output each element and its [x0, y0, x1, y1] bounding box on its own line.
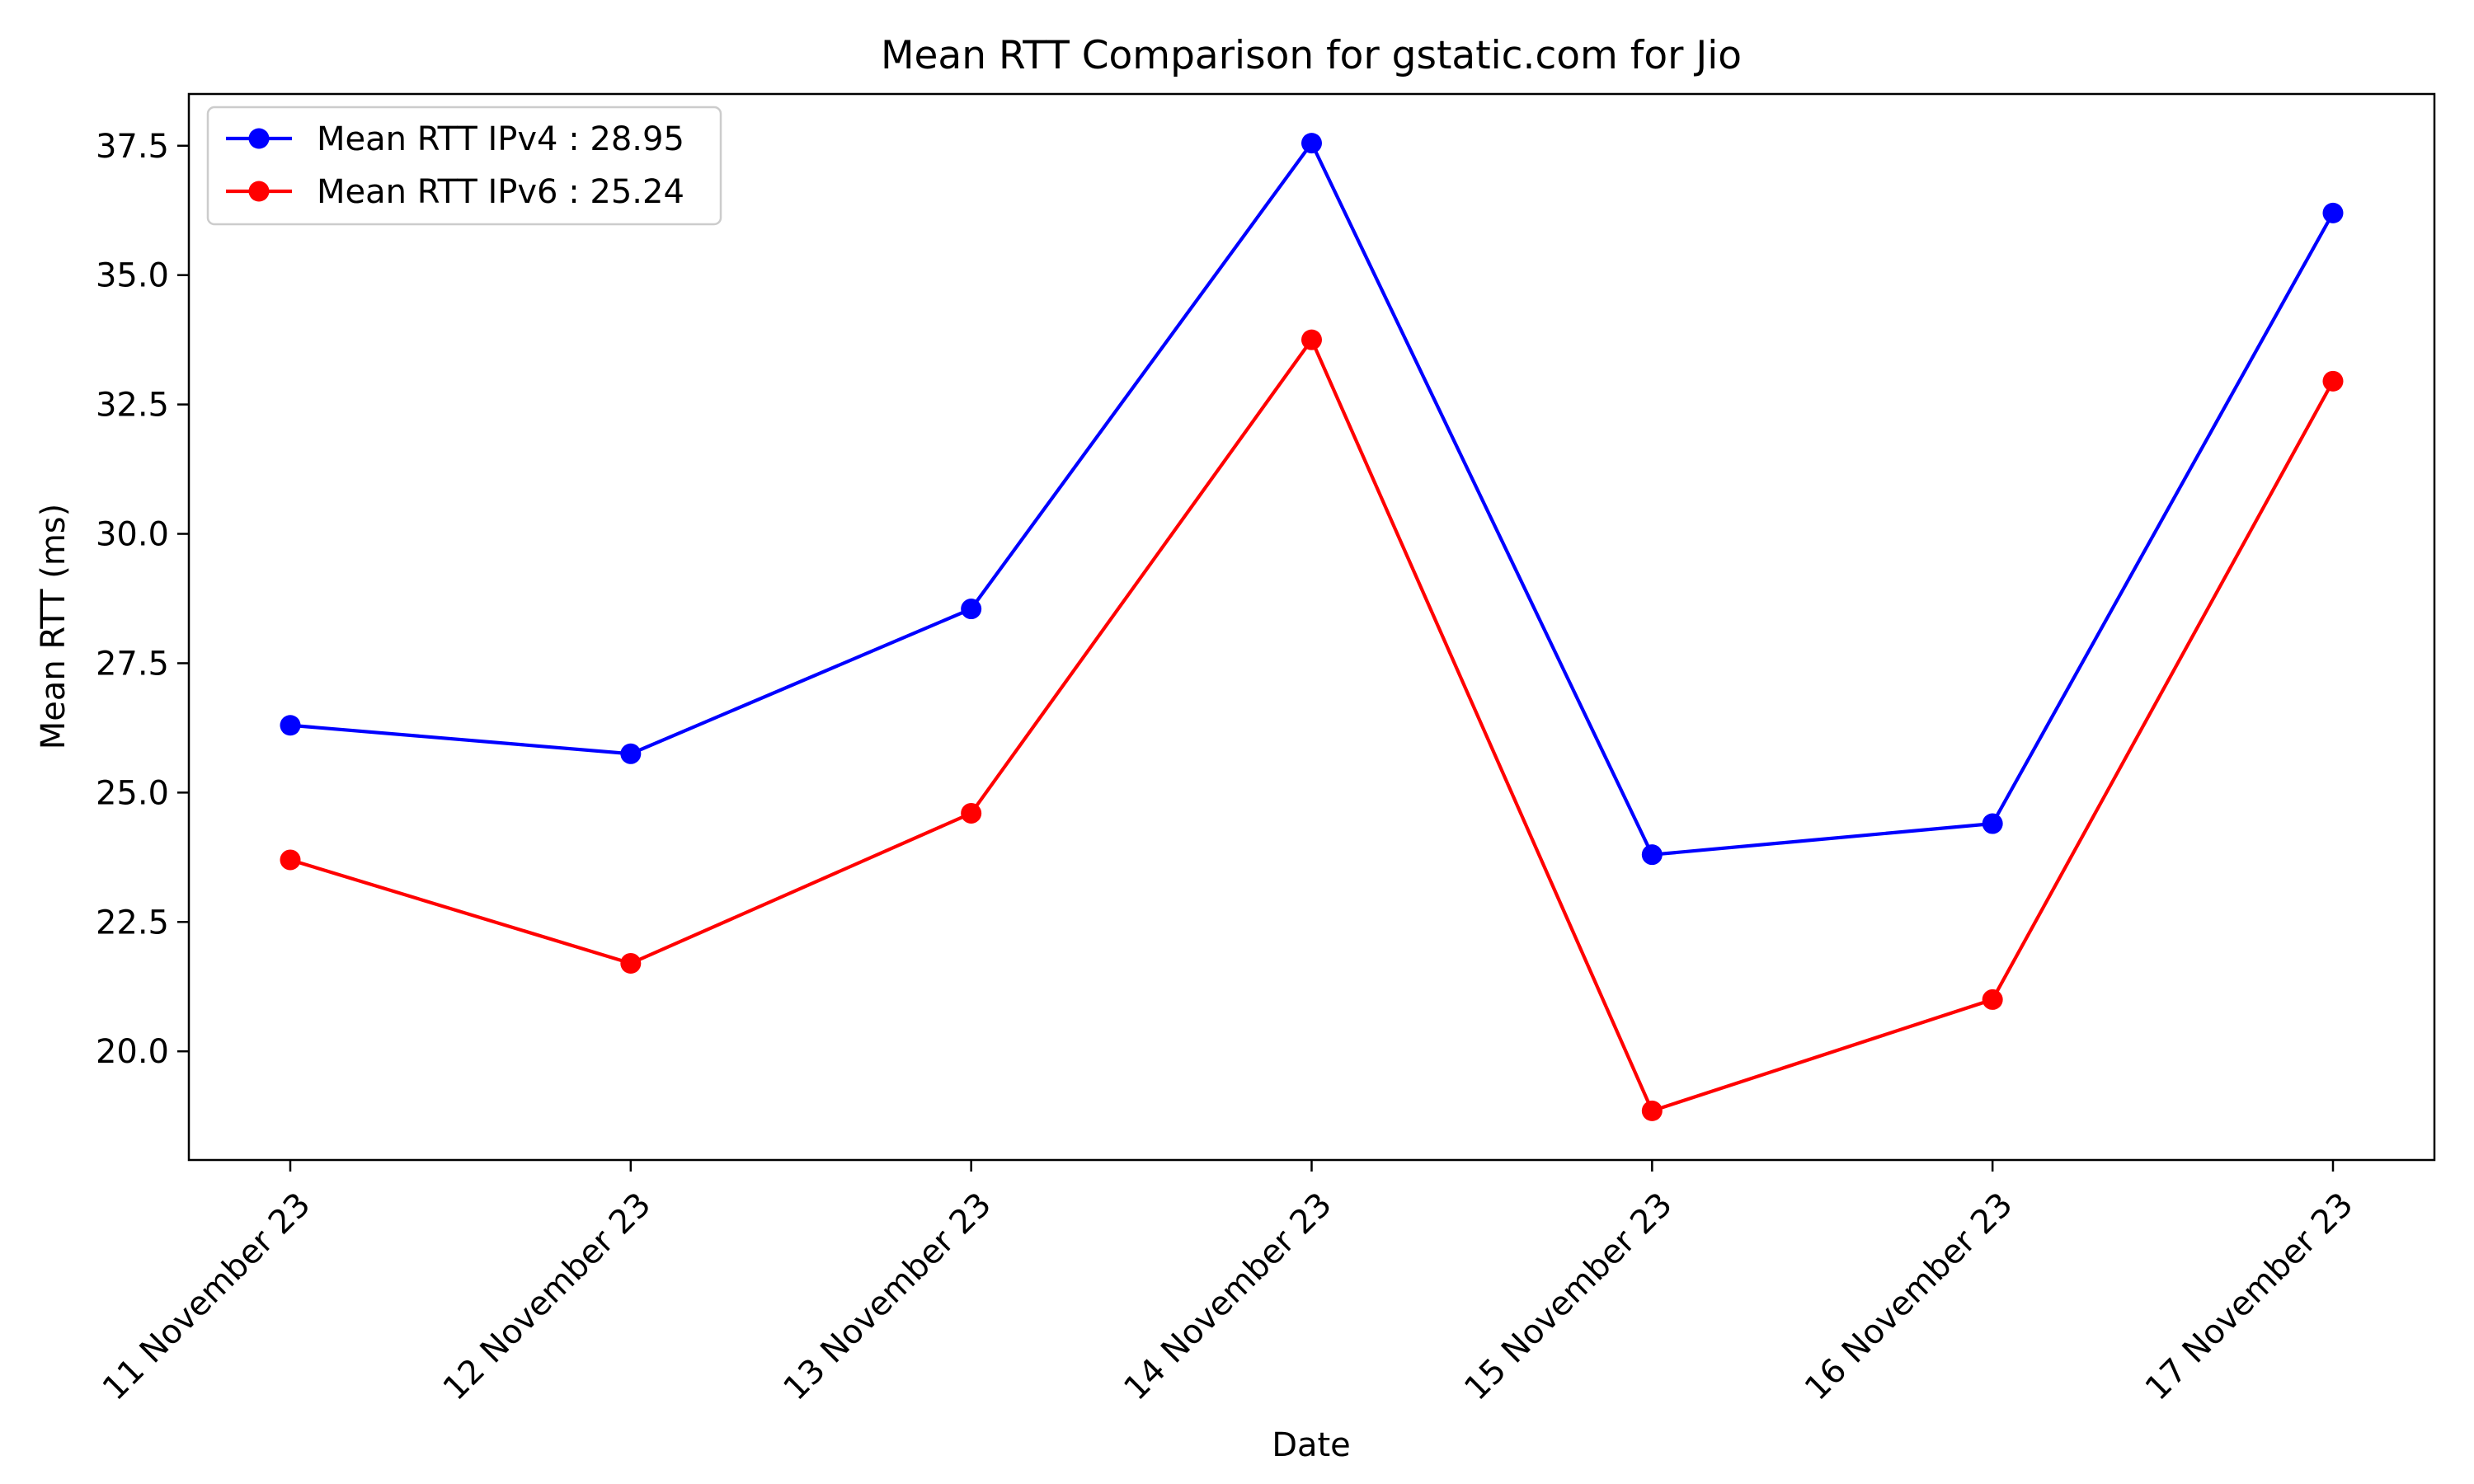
- data-point: [1301, 133, 1322, 154]
- x-axis-title: Date: [1272, 1426, 1351, 1464]
- plot-area: [187, 92, 2436, 1162]
- series-1: [280, 133, 2344, 866]
- legend-item: Mean RTT IPv6 : 25.24: [226, 173, 684, 211]
- x-tick-label: 12 November 23: [436, 1186, 659, 1408]
- y-tick-label: 35.0: [96, 257, 169, 295]
- y-tick-label: 22.5: [96, 904, 169, 942]
- x-tick-label: 17 November 23: [2138, 1186, 2361, 1408]
- x-tick-label: 14 November 23: [1117, 1186, 1339, 1408]
- x-tick-label: 16 November 23: [1798, 1186, 2020, 1408]
- series-2: [280, 329, 2344, 1121]
- legend-label: Mean RTT IPv4 : 28.95: [317, 120, 684, 158]
- series-line: [289, 338, 2335, 1113]
- y-axis: 20.0 22.5 25.0 27.5 30.0 32.5 35.0 37.5: [96, 128, 189, 1071]
- x-tick-label: 11 November 23: [96, 1186, 318, 1408]
- data-point: [1641, 844, 1663, 866]
- data-point: [961, 599, 982, 620]
- data-point: [1982, 989, 2003, 1010]
- data-point: [1301, 329, 1322, 350]
- y-tick-label: 30.0: [96, 516, 169, 554]
- x-tick-label: 15 November 23: [1457, 1186, 1680, 1408]
- x-tick-label: 13 November 23: [776, 1186, 999, 1408]
- data-point: [2322, 370, 2344, 392]
- y-tick-label: 25.0: [96, 774, 169, 812]
- legend-marker: [248, 181, 270, 202]
- y-tick-label: 27.5: [96, 645, 169, 683]
- legend-item: Mean RTT IPv4 : 28.95: [226, 120, 684, 158]
- data-point: [620, 952, 642, 974]
- legend-label: Mean RTT IPv6 : 25.24: [317, 173, 684, 211]
- legend: Mean RTT IPv4 : 28.95 Mean RTT IPv6 : 25.…: [206, 106, 722, 226]
- data-point: [1641, 1100, 1663, 1121]
- data-point: [280, 849, 301, 871]
- y-axis-title: Mean RTT (ms): [35, 504, 73, 749]
- series-line: [289, 141, 2335, 857]
- data-point: [2322, 202, 2344, 223]
- legend-marker: [248, 128, 270, 149]
- y-tick-label: 37.5: [96, 128, 169, 166]
- data-point: [961, 802, 982, 824]
- y-tick-label: 32.5: [96, 387, 169, 425]
- data-point: [1982, 813, 2003, 834]
- data-point: [620, 743, 642, 764]
- series-layer: [280, 133, 2344, 1121]
- legend-box: [206, 106, 722, 226]
- y-tick-label: 20.0: [96, 1033, 169, 1071]
- x-axis: 11 November 23 12 November 23 13 November …: [96, 1160, 2361, 1408]
- chart-title: Mean RTT Comparison for gstatic.com for …: [881, 33, 1742, 78]
- data-point: [280, 715, 301, 736]
